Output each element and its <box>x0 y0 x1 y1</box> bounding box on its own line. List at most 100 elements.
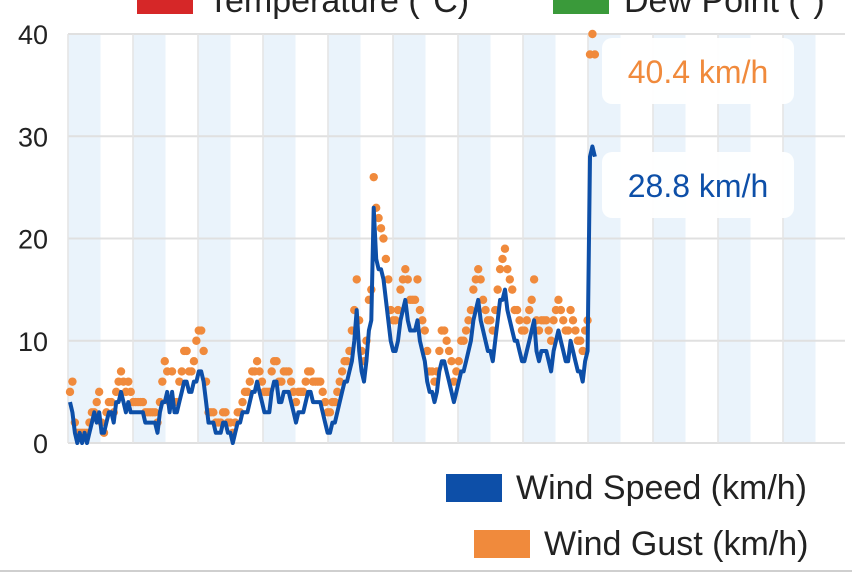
wind-gust-point <box>330 397 340 407</box>
wind-gust-point <box>522 316 532 325</box>
y-axis-tick-labels: 0 10 20 30 40 <box>18 20 48 459</box>
wind-gust-point <box>384 275 393 284</box>
y-tick-label: 10 <box>18 327 48 357</box>
wind-gust-point <box>342 357 352 366</box>
wind-gust-point <box>486 316 495 325</box>
wind-gust-point <box>352 275 361 284</box>
wind-gust-point <box>306 367 315 376</box>
wind-gust-point <box>559 316 568 325</box>
wind-gust-point <box>549 316 558 325</box>
wind-gust-point <box>420 326 429 335</box>
wind-gust-point <box>493 285 502 294</box>
chart-legend: Wind Speed (km/h) Wind Gust (km/h) <box>446 469 808 563</box>
wind-speed-swatch <box>446 474 502 502</box>
wind-gust-point <box>554 295 563 305</box>
wind-gust-point <box>568 316 578 325</box>
wind-gust-point <box>396 285 405 294</box>
wind-gust-point <box>316 377 325 386</box>
wind-gust-point <box>197 326 206 335</box>
wind-gust-point <box>116 367 126 376</box>
temperature-legend-label: Temperature (°C) <box>208 0 469 20</box>
last-value-label: 28.8 km/h <box>628 168 769 204</box>
last-value-label: 40.4 km/h <box>628 54 769 90</box>
wind-gust-point <box>481 305 490 315</box>
wind-gust-point <box>245 377 255 386</box>
wind-gust-point <box>192 336 201 345</box>
wind-gust-point <box>167 367 177 376</box>
temperature-swatch <box>137 0 193 14</box>
wind-gust-point <box>325 408 335 417</box>
wind-gust-point <box>150 408 160 417</box>
wind-gust-swatch <box>474 530 530 558</box>
wind-gust-point <box>182 346 191 356</box>
wind-gust-point <box>267 367 276 376</box>
wind-gust-point <box>474 264 483 274</box>
wind-gust-point <box>500 244 510 253</box>
wind-gust-point <box>126 387 135 397</box>
wind-gust-point <box>187 367 196 376</box>
wind-gust-point <box>415 305 425 315</box>
wind-gust-point <box>124 377 133 386</box>
wind-gust-point <box>277 377 286 386</box>
wind-gust-point <box>478 295 488 305</box>
top-legend: Temperature (°C) Dew Point (°) <box>137 0 825 20</box>
wind-gust-point <box>199 346 208 356</box>
wind-gust-point <box>286 377 296 386</box>
wind-gust-point <box>520 326 529 335</box>
value-callouts: 40.4 km/h 28.8 km/h <box>602 38 794 218</box>
wind-gust-point <box>301 377 310 386</box>
wind-gust-point <box>238 397 247 407</box>
wind-gust-point <box>454 357 463 366</box>
wind-gust-point <box>466 305 476 315</box>
wind-gust-point <box>376 224 386 233</box>
wind-gust-point <box>335 377 344 386</box>
wind-gust-point <box>177 367 186 376</box>
wind-gust-point <box>418 316 427 325</box>
wind-gust-point <box>544 326 553 335</box>
wind-gust-point <box>107 397 116 407</box>
wind-gust-point <box>209 408 218 417</box>
wind-gust-point <box>374 213 383 223</box>
wind-gust-point <box>576 336 585 345</box>
wind-gust-point <box>333 387 342 397</box>
dew-point-swatch <box>553 0 609 14</box>
y-tick-label: 40 <box>18 20 48 50</box>
y-tick-label: 0 <box>33 429 48 459</box>
wind-gust-point <box>515 316 524 325</box>
wind-gust-point <box>252 357 262 366</box>
wind-gust-point <box>578 346 587 356</box>
wind-gust-point <box>571 326 580 335</box>
wind-gust-point <box>158 377 167 386</box>
wind-gust-point <box>498 254 507 264</box>
wind-gust-point <box>503 264 512 274</box>
wind-speed-legend-label: Wind Speed (km/h) <box>516 469 807 507</box>
callout-box <box>602 152 794 218</box>
wind-gust-point <box>447 357 456 366</box>
wind-gust-point <box>588 29 597 39</box>
wind-gust-point <box>320 397 330 407</box>
wind-gust-point <box>512 305 522 315</box>
wind-gust-point <box>410 295 420 305</box>
wind-gust-point <box>590 50 600 59</box>
wind-gust-point <box>449 377 459 386</box>
wind-gust-point <box>435 346 444 356</box>
wind-speed-line <box>68 144 597 445</box>
wind-gust-point <box>440 326 449 335</box>
wind-gust-point <box>291 397 301 407</box>
wind-gust-point <box>525 305 534 315</box>
wind-gust-point <box>337 367 347 376</box>
callout-box <box>602 38 794 104</box>
wind-gust-point <box>381 254 391 264</box>
wind-gust-point <box>505 275 515 284</box>
wind-speed-series <box>68 144 597 445</box>
wind-gust-point <box>221 408 230 417</box>
wind-gust-point <box>175 377 184 386</box>
wind-gust-point <box>284 367 293 376</box>
wind-gust-point <box>318 387 327 397</box>
wind-gust-point <box>563 326 573 335</box>
wind-gust-point <box>529 275 539 284</box>
wind-gust-point <box>65 387 75 397</box>
wind-gust-point <box>546 336 556 345</box>
wind-gust-point <box>94 387 104 397</box>
wind-gust-point <box>464 316 473 325</box>
